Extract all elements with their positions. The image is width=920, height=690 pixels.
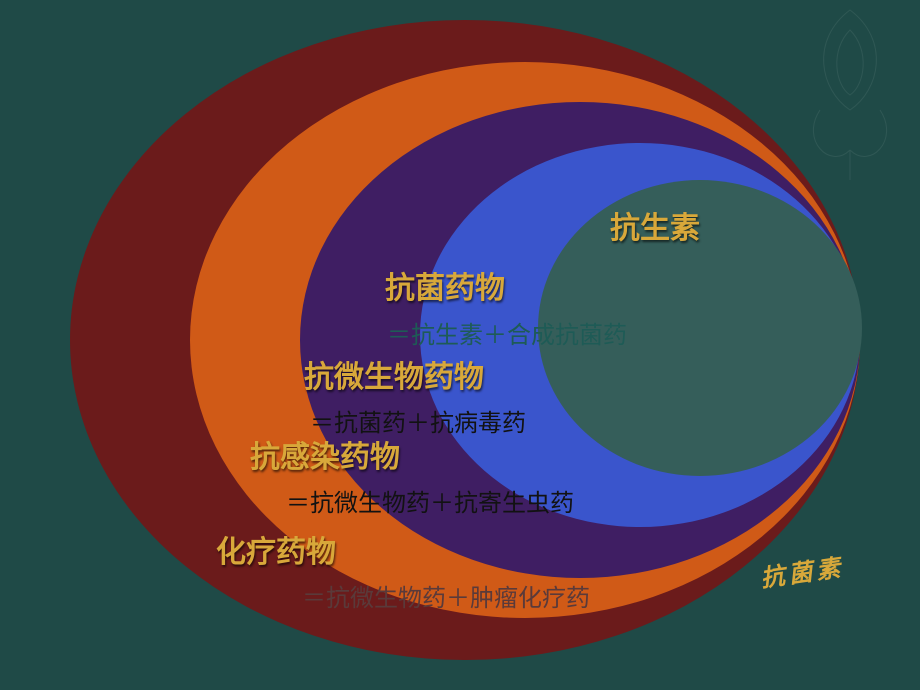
formula-label-0: ＝抗生素＋合成抗菌药 [387,315,627,350]
formula-label-3: ＝抗微生物药＋肿瘤化疗药 [302,578,590,613]
category-label-1: 抗菌药物 [385,263,505,307]
category-label-3: 抗感染药物 [250,432,400,476]
category-label-2: 抗微生物药物 [304,352,484,396]
formula-label-1: ＝抗菌药＋抗病毒药 [310,403,526,438]
corner-ornament [780,0,920,180]
diagram-canvas: 抗菌素 抗生素抗菌药物抗微生物药物抗感染药物化疗药物 ＝抗生素＋合成抗菌药 ＝抗菌药… [0,0,920,690]
formula-label-2: ＝抗微生物药＋抗寄生虫药 [286,483,574,518]
category-label-4: 化疗药物 [216,527,336,571]
side-label: 抗菌素 [758,547,846,593]
category-label-0: 抗生素 [610,203,700,247]
